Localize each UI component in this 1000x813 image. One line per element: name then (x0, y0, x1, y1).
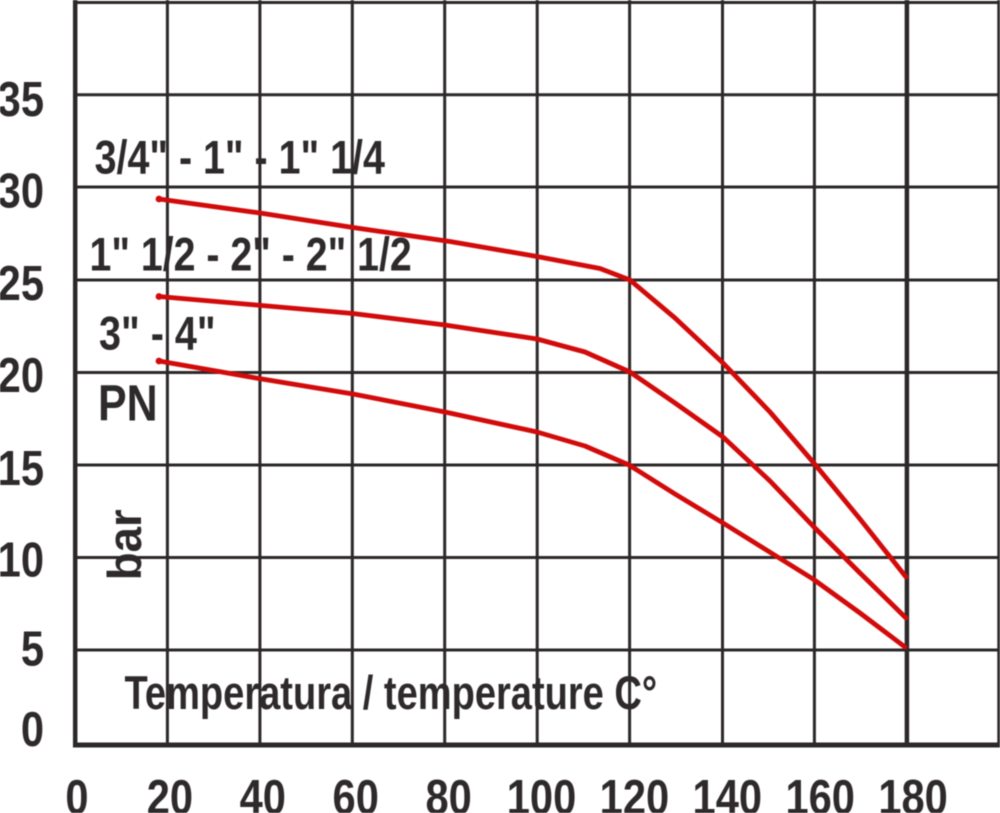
svg-text:180: 180 (878, 770, 947, 813)
svg-text:140: 140 (693, 770, 762, 813)
svg-text:20: 20 (0, 348, 44, 403)
svg-text:10: 10 (0, 532, 44, 587)
svg-text:15: 15 (0, 441, 44, 496)
svg-text:PN: PN (98, 374, 158, 431)
svg-text:25: 25 (0, 256, 44, 311)
svg-text:40: 40 (240, 770, 286, 813)
svg-text:3/4" - 1" - 1" 1/4: 3/4" - 1" - 1" 1/4 (95, 132, 385, 184)
svg-text:1" 1/2 - 2" - 2" 1/2: 1" 1/2 - 2" - 2" 1/2 (90, 229, 412, 281)
svg-text:3" - 4": 3" - 4" (99, 308, 216, 360)
svg-text:60: 60 (333, 770, 379, 813)
svg-text:30: 30 (0, 163, 44, 218)
svg-text:0: 0 (65, 770, 88, 813)
svg-text:120: 120 (600, 770, 669, 813)
svg-text:160: 160 (785, 770, 854, 813)
svg-text:80: 80 (425, 770, 471, 813)
svg-text:100: 100 (507, 770, 576, 813)
svg-text:Temperatura / temperature C°: Temperatura / temperature C° (125, 667, 658, 720)
svg-text:35: 35 (0, 72, 44, 127)
svg-text:bar: bar (98, 509, 151, 580)
svg-text:5: 5 (21, 622, 44, 677)
svg-text:20: 20 (147, 770, 193, 813)
svg-text:0: 0 (21, 702, 44, 757)
